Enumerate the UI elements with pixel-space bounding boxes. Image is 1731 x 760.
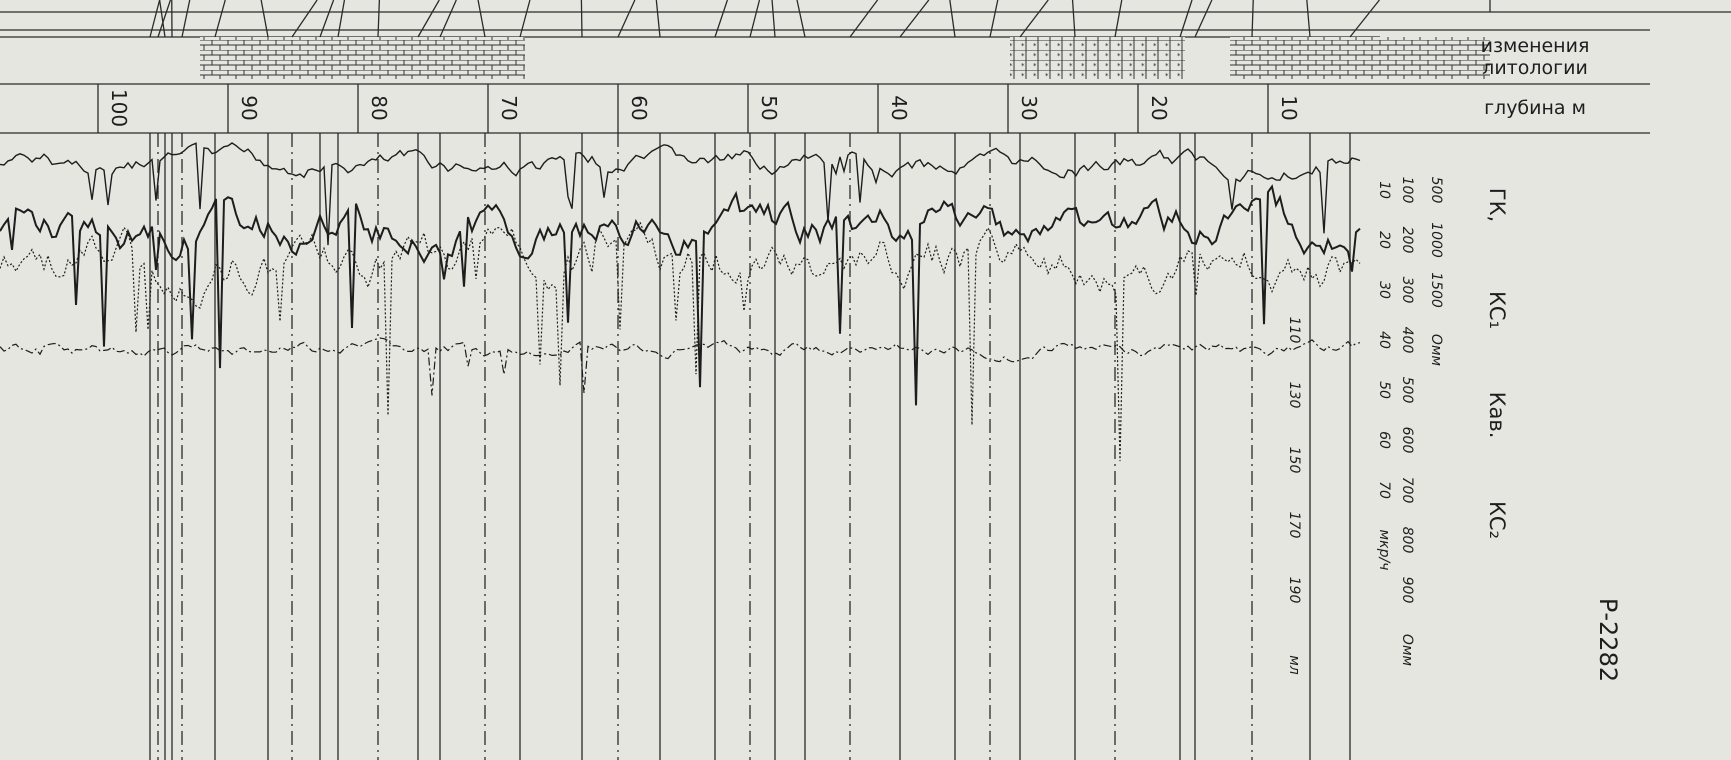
header-line	[291, 0, 318, 38]
scale-tick: 20	[1376, 231, 1392, 249]
scale-tick: 300	[1399, 277, 1415, 304]
log-curve	[0, 142, 1361, 246]
scale-unit: Омм	[1428, 334, 1444, 367]
scale-tick: 500	[1399, 377, 1415, 404]
header-line	[417, 0, 440, 38]
scale-tick: 700	[1399, 477, 1415, 504]
depth-mark: 100	[107, 89, 131, 127]
header-line	[989, 0, 999, 38]
scale-tick: 600	[1399, 427, 1415, 454]
scale-tick: 40	[1376, 331, 1392, 349]
lithology-label: изменения литологии	[1481, 35, 1590, 79]
header-line	[580, 0, 583, 38]
lithology-fill	[1230, 37, 1490, 79]
depth-mark: 90	[237, 95, 261, 120]
depth-mark: 70	[497, 95, 521, 120]
header-line	[377, 0, 381, 38]
header-line	[149, 0, 161, 38]
lithology-fill	[200, 37, 525, 79]
header-line	[1114, 0, 1123, 38]
header-line	[1019, 0, 1049, 38]
well-id: Р-2282	[1594, 598, 1622, 682]
header-line	[796, 0, 806, 38]
legend-entry: КС₁	[1485, 291, 1509, 329]
header-line	[771, 0, 776, 38]
header-line	[319, 0, 335, 38]
scale-tick: 70	[1376, 481, 1392, 499]
scale-tick: 190	[1286, 577, 1302, 604]
scale-tick: 1000	[1428, 222, 1444, 258]
header-line	[157, 0, 172, 38]
scale-tick: 10	[1376, 181, 1392, 199]
scale-tick: 500	[1428, 177, 1444, 204]
scale-tick: 130	[1286, 382, 1302, 409]
header-line	[1194, 0, 1213, 38]
scale-tick: 50	[1376, 381, 1392, 399]
header-line	[714, 0, 729, 38]
scale-tick: 100	[1399, 177, 1415, 204]
scale-tick: 1500	[1428, 272, 1444, 308]
legend-entry: Кав.	[1485, 392, 1509, 439]
scale-tick: 900	[1399, 577, 1415, 604]
scale-unit: мкр/ч	[1376, 530, 1392, 571]
scale-tick: 170	[1286, 512, 1302, 539]
header-line	[214, 0, 226, 38]
header-line	[1179, 0, 1193, 38]
legend-entry: ГК,	[1485, 188, 1509, 222]
header-line	[477, 0, 486, 38]
header-line	[949, 0, 956, 38]
header-line	[181, 0, 191, 38]
header-line	[655, 0, 661, 38]
scale-tick: 400	[1399, 327, 1415, 354]
log-curve	[0, 220, 1361, 462]
depth-mark: 60	[627, 95, 651, 120]
depth-mark: 80	[367, 95, 391, 120]
header-line	[519, 0, 531, 38]
depth-mark: 40	[887, 95, 911, 120]
depth-mark: 30	[1017, 95, 1041, 120]
lithology-fill	[1010, 37, 1185, 79]
depth-mark: 50	[757, 95, 781, 120]
header-line	[1349, 0, 1380, 38]
scale-tick: 150	[1286, 447, 1302, 474]
header-line	[1071, 0, 1076, 38]
depth-mark: 20	[1147, 95, 1171, 120]
log-curve	[0, 184, 1361, 406]
depth-label: глубина м	[1484, 97, 1586, 119]
header-line	[337, 0, 346, 38]
header-line	[849, 0, 879, 38]
depth-mark: 10	[1277, 95, 1301, 120]
log-curve	[0, 337, 1361, 396]
scale-tick: 110	[1286, 317, 1302, 344]
header-line	[158, 0, 166, 38]
legend-entry: КС₂	[1485, 501, 1509, 539]
header-line	[899, 0, 930, 38]
log-curves	[0, 142, 1361, 462]
scale-tick: 800	[1399, 527, 1415, 554]
scale-unit: Омм	[1399, 634, 1415, 667]
header-line	[1251, 0, 1254, 38]
header-line	[617, 0, 636, 38]
header-line	[1306, 0, 1311, 38]
scale-tick: 200	[1399, 227, 1415, 254]
scale-tick: 60	[1376, 431, 1392, 449]
header-line	[749, 0, 761, 38]
header-line	[260, 0, 269, 38]
header-line	[439, 0, 457, 38]
scale-tick: 30	[1376, 281, 1392, 299]
scale-unit: мл	[1286, 655, 1302, 675]
